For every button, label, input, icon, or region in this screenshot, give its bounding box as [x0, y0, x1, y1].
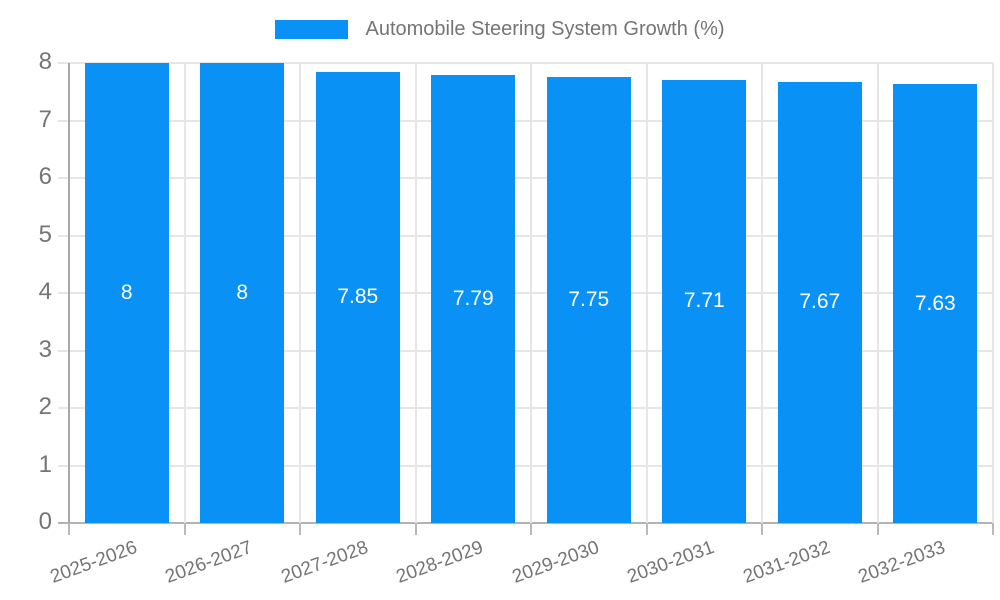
gridline-v — [761, 63, 763, 523]
legend-label: Automobile Steering System Growth (%) — [365, 18, 725, 40]
gridline-h — [58, 522, 993, 524]
bar[interactable] — [431, 75, 516, 523]
y-tick-label: 7 — [38, 105, 52, 133]
x-tick-label: 2029-2030 — [509, 537, 602, 588]
x-tick-label: 2026-2027 — [162, 537, 256, 588]
x-axis-tick — [876, 523, 879, 535]
bar[interactable] — [84, 63, 169, 523]
gridline-v — [645, 63, 648, 523]
bar[interactable] — [546, 77, 631, 523]
x-axis-tick — [645, 523, 648, 535]
bar-value-label: 7.63 — [914, 291, 956, 315]
y-tick-label: 0 — [38, 507, 52, 535]
gridline-v — [992, 63, 994, 523]
x-tick-label: 2031-2032 — [740, 537, 833, 588]
y-tick-label: 8 — [38, 47, 52, 75]
x-tick-label: 2027-2028 — [278, 537, 371, 588]
gridline-h — [58, 177, 993, 179]
gridline-h — [58, 349, 993, 352]
bar[interactable] — [893, 84, 978, 523]
bar-value-label: 7.71 — [683, 289, 725, 313]
gridline-v — [876, 63, 879, 523]
gridline-v — [414, 63, 417, 523]
gridline-v — [183, 63, 186, 523]
x-axis-tick — [68, 523, 70, 535]
y-tick-label: 5 — [38, 220, 52, 248]
bar-value-label: 7.67 — [799, 290, 841, 314]
gridline-h — [58, 62, 993, 64]
x-axis-tick — [299, 523, 301, 535]
bar-value-label: 7.75 — [568, 288, 610, 312]
bar[interactable] — [777, 81, 862, 523]
x-tick-label: 2025-2026 — [47, 537, 140, 588]
bar[interactable] — [315, 71, 400, 523]
bar-value-label: 8 — [120, 281, 133, 304]
x-axis-tick — [992, 523, 994, 535]
y-axis-line — [68, 63, 70, 523]
bar[interactable] — [200, 63, 285, 523]
x-axis-tick — [530, 523, 532, 535]
y-tick-label: 3 — [38, 335, 52, 363]
gridline-h — [58, 119, 993, 122]
bar-value-label: 7.85 — [337, 285, 379, 309]
x-tick-label: 2032-2033 — [855, 537, 949, 588]
bar-value-label: 7.79 — [452, 287, 494, 311]
gridline-v — [299, 63, 301, 523]
legend[interactable]: Automobile Steering System Growth (%) — [0, 18, 1000, 41]
gridline-h — [58, 292, 993, 294]
x-axis-tick — [761, 523, 763, 535]
y-tick-label: 2 — [38, 392, 52, 420]
gridline-h — [58, 234, 993, 237]
y-tick-label: 4 — [38, 277, 52, 305]
gridline-h — [58, 464, 993, 467]
x-tick-label: 2030-2031 — [624, 537, 718, 588]
y-tick-label: 6 — [38, 162, 52, 190]
bar-value-label: 8 — [236, 281, 249, 304]
gridline-v — [530, 63, 532, 523]
y-tick-label: 1 — [38, 450, 52, 478]
x-axis-tick — [414, 523, 417, 535]
x-axis-tick — [183, 523, 186, 535]
legend-swatch — [275, 20, 349, 39]
gridline-h — [58, 407, 993, 409]
x-tick-label: 2028-2029 — [393, 537, 487, 588]
bar[interactable] — [662, 79, 747, 523]
